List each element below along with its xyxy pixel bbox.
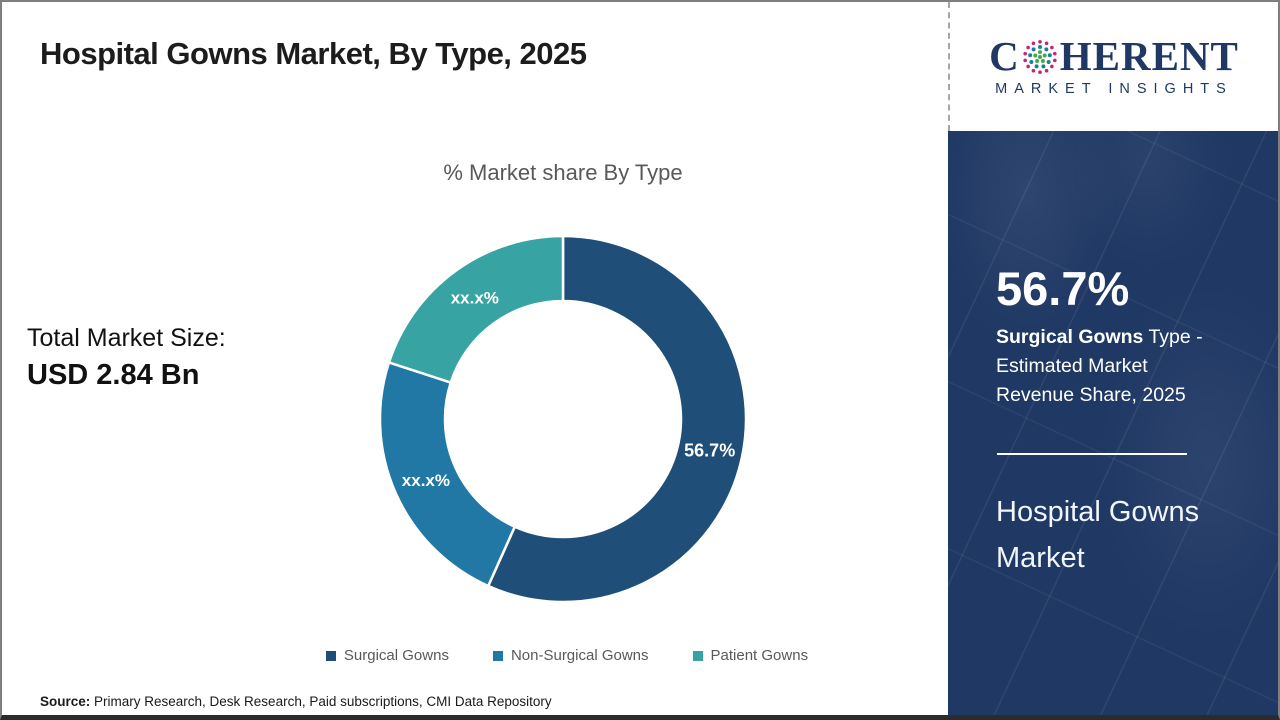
sidebar-stat-value: 56.7%: [996, 262, 1130, 315]
main-panel: Hospital Gowns Market, By Type, 2025 % M…: [2, 2, 948, 715]
legend-item-patient-gowns: Patient Gowns: [692, 647, 809, 664]
logo-letters-rest: HERENT: [1059, 33, 1239, 79]
legend-item-surgical-gowns: Surgical Gowns: [325, 647, 449, 664]
chart-legend: Surgical Gowns Non-Surgical Gowns Patient …: [162, 647, 972, 664]
coherent-logo: C HERENT MARKET INSIGHTS: [948, 2, 1278, 131]
globe-dots-icon: [1023, 39, 1057, 74]
legend-label: Surgical Gowns: [343, 647, 449, 664]
sidebar-stat-description: Surgical Gowns Type - Estimated Market R…: [996, 326, 1203, 406]
page-title: Hospital Gowns Market, By Type, 2025: [40, 36, 587, 71]
logo-wordmark: C HERENT: [989, 36, 1239, 77]
legend-label: Patient Gowns: [710, 647, 809, 664]
legend-marker: [325, 650, 336, 661]
donut-segment-label: 56.7%: [684, 440, 735, 460]
donut-segment-patient-gowns: [387, 234, 565, 384]
legend-marker: [692, 650, 703, 661]
sidebar-body: 56.7% Surgical Gowns Type - Estimated Ma…: [948, 131, 1278, 715]
source-line: Source: Primary Research, Desk Research,…: [40, 694, 552, 709]
total-market-size-value: USD 2.84 Bn: [27, 359, 200, 391]
total-market-size-label: Total Market Size:: [27, 324, 226, 352]
total-market-size: Total Market Size: USD 2.84 Bn: [27, 324, 226, 392]
logo-tagline: MARKET INSIGHTS: [995, 81, 1233, 97]
logo-letter-c: C: [989, 33, 1020, 79]
donut-segment-surgical-gowns: [486, 234, 748, 604]
sidebar: C HERENT MARKET INSIGHTS 56.7% Surgical …: [948, 2, 1278, 715]
report-product-name: Hospital Gowns Market: [996, 496, 1200, 574]
chart-title: % Market share By Type: [443, 160, 683, 185]
source-label: Source:: [40, 694, 91, 709]
legend-marker: [492, 650, 503, 661]
source-text: Primary Research, Desk Research, Paid su…: [90, 694, 552, 709]
donut-segment-label: xx.x%: [402, 471, 450, 490]
legend-label: Non-Surgical Gowns: [510, 647, 649, 664]
donut-chart: 56.7% xx.x% xx.x%: [378, 234, 748, 604]
legend-item-non-surgical-gowns: Non-Surgical Gowns: [492, 647, 649, 664]
sidebar-divider: [997, 453, 1187, 455]
donut-segment-label: xx.x%: [451, 289, 499, 308]
